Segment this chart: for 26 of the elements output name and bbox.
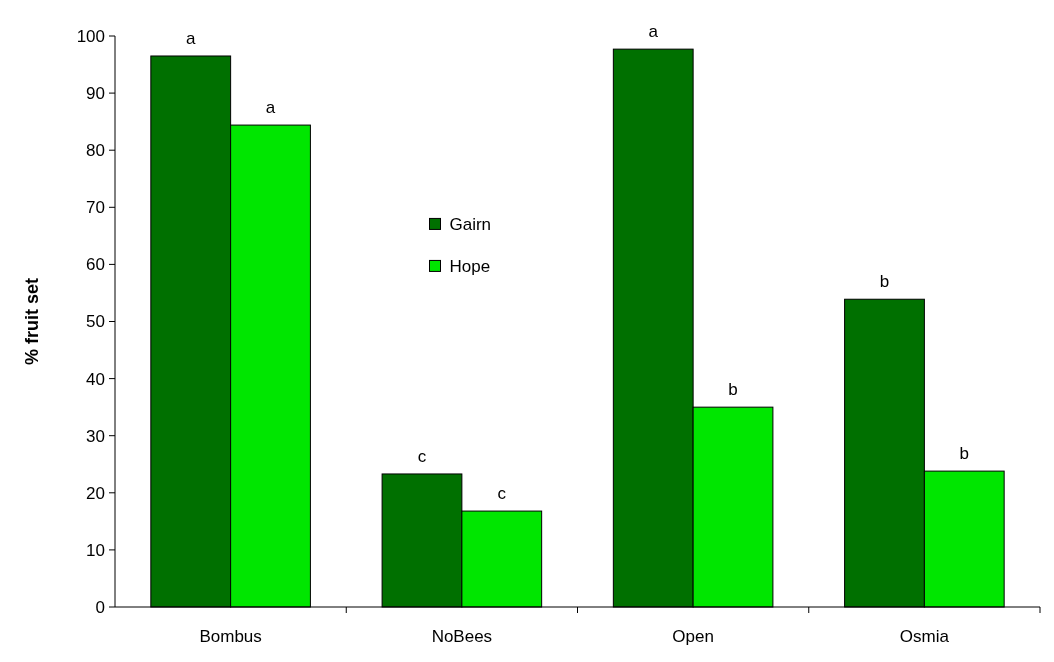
annotation: c [417, 446, 427, 466]
annotation: a [648, 22, 659, 42]
x-tick-label: Open [672, 627, 714, 646]
x-tick-label: Bombus [199, 627, 262, 646]
y-tick-label: 100 [76, 26, 105, 46]
x-tick-label: NoBees [431, 627, 493, 646]
y-tick-label: 40 [86, 369, 105, 389]
y-tick-label: 0 [95, 597, 105, 617]
y-tick-label: 20 [86, 483, 105, 503]
y-tick-label: 60 [86, 255, 105, 275]
legend-label: Gairn [449, 215, 492, 235]
y-tick-label: 30 [86, 426, 105, 446]
legend-label: Hope [449, 257, 491, 277]
annotation: b [959, 444, 969, 464]
annotation: a [265, 98, 276, 118]
y-tick-label: 10 [86, 540, 105, 560]
annotation: c [497, 484, 507, 504]
y-tick-label: 70 [86, 198, 105, 218]
annotation: b [728, 380, 738, 400]
annotation: b [879, 272, 890, 292]
y-tick-label: 80 [86, 141, 105, 161]
y-tick-label: 90 [86, 84, 105, 104]
x-tick-label: Osmia [899, 627, 950, 646]
y-tick-label: 50 [86, 312, 105, 332]
y-axis-title: % fruit set [22, 277, 42, 366]
annotation: a [186, 28, 196, 48]
